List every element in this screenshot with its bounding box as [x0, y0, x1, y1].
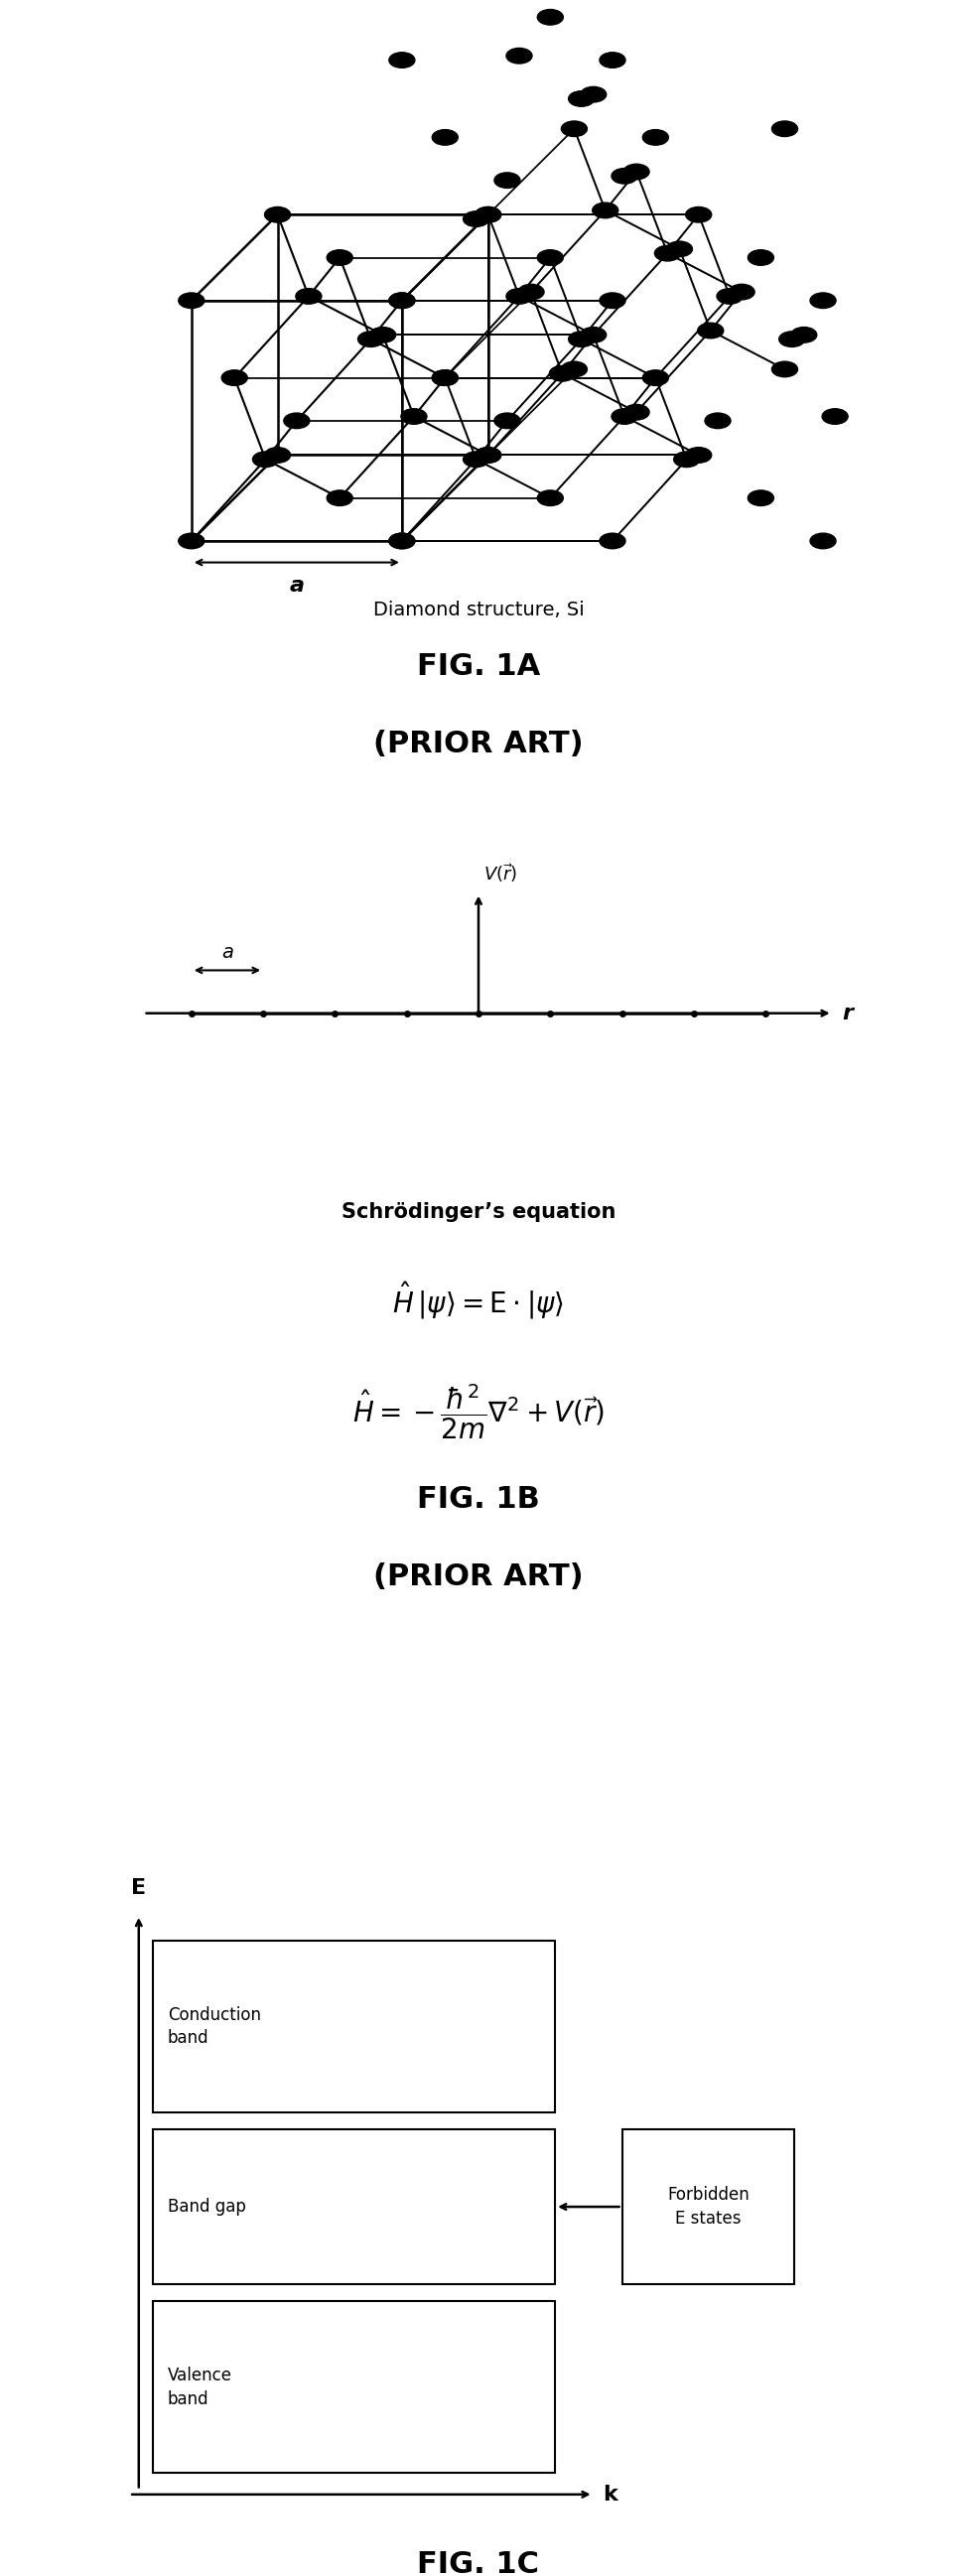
Ellipse shape: [476, 206, 501, 222]
Bar: [622, 2130, 794, 2285]
Ellipse shape: [463, 211, 489, 227]
Ellipse shape: [264, 206, 291, 222]
Ellipse shape: [822, 410, 848, 425]
Text: k: k: [603, 2483, 617, 2504]
Ellipse shape: [685, 206, 712, 222]
Text: $\hat{H} = -\dfrac{\hbar^2}{2m}\nabla^2 + V(\vec{r})$: $\hat{H} = -\dfrac{\hbar^2}{2m}\nabla^2 …: [352, 1383, 605, 1443]
Ellipse shape: [221, 371, 247, 386]
Ellipse shape: [463, 451, 489, 466]
Text: $V(\vec{r})$: $V(\vec{r})$: [483, 863, 517, 884]
Ellipse shape: [685, 448, 712, 464]
Text: Schrödinger’s equation: Schrödinger’s equation: [342, 1203, 615, 1221]
Text: r: r: [842, 1002, 853, 1023]
Ellipse shape: [624, 165, 650, 180]
Ellipse shape: [178, 294, 205, 309]
Ellipse shape: [519, 283, 545, 299]
Ellipse shape: [178, 533, 205, 549]
Ellipse shape: [389, 294, 415, 309]
Ellipse shape: [643, 371, 668, 386]
Bar: [153, 1940, 555, 2112]
Ellipse shape: [538, 489, 564, 505]
Ellipse shape: [327, 489, 353, 505]
Text: a: a: [221, 943, 234, 961]
Ellipse shape: [717, 289, 743, 304]
Text: FIG. 1A: FIG. 1A: [417, 652, 540, 683]
Ellipse shape: [599, 52, 626, 67]
Ellipse shape: [549, 366, 575, 381]
Ellipse shape: [562, 361, 588, 376]
Ellipse shape: [568, 332, 594, 348]
Ellipse shape: [476, 206, 501, 222]
Ellipse shape: [599, 533, 626, 549]
Ellipse shape: [771, 121, 798, 137]
Ellipse shape: [666, 242, 693, 258]
Text: FIG. 1C: FIG. 1C: [417, 2550, 540, 2576]
Ellipse shape: [580, 88, 607, 103]
Ellipse shape: [253, 451, 278, 466]
Ellipse shape: [568, 90, 594, 106]
Ellipse shape: [369, 327, 396, 343]
Ellipse shape: [580, 327, 607, 343]
Ellipse shape: [506, 49, 532, 64]
Ellipse shape: [698, 322, 723, 337]
Text: a: a: [289, 574, 304, 595]
Bar: [153, 2300, 555, 2473]
Ellipse shape: [327, 250, 353, 265]
Ellipse shape: [790, 327, 817, 343]
Text: Forbidden
E states: Forbidden E states: [667, 2187, 749, 2228]
Ellipse shape: [494, 412, 521, 428]
Ellipse shape: [612, 167, 637, 183]
Ellipse shape: [674, 451, 700, 466]
Ellipse shape: [771, 361, 798, 376]
Ellipse shape: [284, 412, 310, 428]
Ellipse shape: [433, 129, 458, 144]
Ellipse shape: [779, 332, 805, 348]
Ellipse shape: [433, 371, 458, 386]
Ellipse shape: [655, 245, 680, 260]
Ellipse shape: [389, 52, 415, 67]
Ellipse shape: [401, 410, 427, 425]
Text: Band gap: Band gap: [167, 2197, 246, 2215]
Ellipse shape: [599, 294, 626, 309]
Text: E: E: [131, 1878, 146, 1899]
Ellipse shape: [433, 371, 458, 386]
Bar: [153, 2130, 555, 2285]
Ellipse shape: [296, 289, 322, 304]
Ellipse shape: [506, 289, 532, 304]
Ellipse shape: [748, 250, 773, 265]
Ellipse shape: [810, 294, 836, 309]
Text: Conduction
band: Conduction band: [167, 2007, 261, 2048]
Ellipse shape: [643, 129, 668, 144]
Ellipse shape: [389, 533, 415, 549]
Text: $\hat{H}\,|\psi\rangle = \mathrm{E}\cdot|\psi\rangle$: $\hat{H}\,|\psi\rangle = \mathrm{E}\cdot…: [392, 1280, 565, 1321]
Ellipse shape: [476, 448, 501, 464]
Ellipse shape: [810, 533, 836, 549]
Text: (PRIOR ART): (PRIOR ART): [373, 729, 584, 760]
Ellipse shape: [476, 448, 501, 464]
Text: (PRIOR ART): (PRIOR ART): [373, 1564, 584, 1592]
Text: Valence
band: Valence band: [167, 2367, 232, 2409]
Ellipse shape: [562, 121, 588, 137]
Ellipse shape: [612, 410, 637, 425]
Ellipse shape: [704, 412, 731, 428]
Text: FIG. 1B: FIG. 1B: [417, 1486, 540, 1515]
Ellipse shape: [389, 533, 415, 549]
Ellipse shape: [389, 294, 415, 309]
Ellipse shape: [538, 250, 564, 265]
Ellipse shape: [538, 10, 564, 26]
Ellipse shape: [748, 489, 773, 505]
Ellipse shape: [264, 448, 291, 464]
Ellipse shape: [494, 173, 521, 188]
Ellipse shape: [729, 283, 755, 299]
Text: Diamond structure, Si: Diamond structure, Si: [373, 600, 584, 621]
Ellipse shape: [624, 404, 650, 420]
Ellipse shape: [592, 204, 618, 219]
Ellipse shape: [358, 332, 384, 348]
